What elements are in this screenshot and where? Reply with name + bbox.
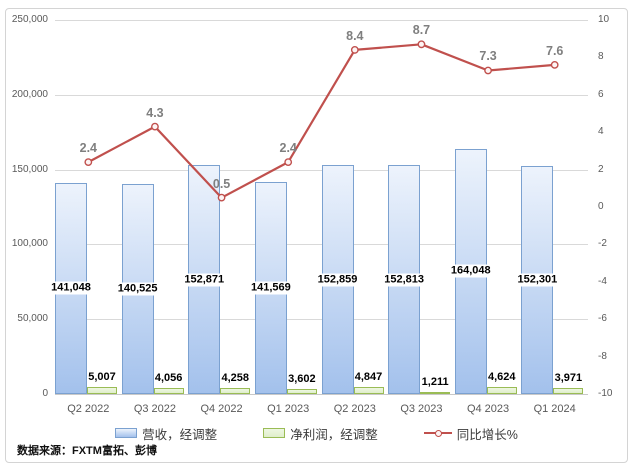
growth-line-chart: [84, 40, 559, 202]
plot-area: 141,048 5,007 140,525 4,056 152,871 4,258 141,…: [50, 20, 588, 395]
growth-marker-icon: [417, 40, 426, 49]
profit-value-label: 3,602: [287, 372, 317, 386]
category-label: Q2 2022: [67, 403, 110, 415]
profit-bar: [353, 386, 384, 394]
right-axis-tick-label: 10: [598, 14, 610, 25]
profit-value-label: 4,624: [486, 371, 517, 385]
growth-value-label: 4.3: [146, 105, 164, 120]
right-axis-tick-label: 0: [598, 201, 604, 212]
gridline: [55, 394, 588, 395]
profit-value-label: 4,847: [353, 370, 384, 384]
profit-value-label: 4,258: [220, 371, 251, 385]
category-label: Q1 2024: [533, 403, 576, 415]
revenue-value-label: 152,871: [183, 273, 226, 287]
right-axis-tick-label: -4: [598, 275, 607, 287]
category-label: Q4 2022: [200, 403, 243, 415]
category-label: Q4 2023: [466, 403, 510, 415]
left-axis-tick-label: 100,000: [11, 238, 48, 250]
profit-bar: [553, 388, 584, 394]
legend-item-profit: 净利润，经调整: [263, 424, 378, 443]
revenue-value-label: 152,859: [316, 273, 359, 287]
legend-label-growth: 同比增长%: [456, 427, 518, 442]
chart-frame: 250,000 200,000 150,000 100,000 50,000 0 141,…: [5, 8, 628, 463]
revenue-value-label: 141,048: [50, 281, 92, 295]
profit-value-label: 3,971: [553, 372, 584, 386]
legend-label-profit: 净利润，经调整: [290, 427, 378, 442]
revenue-value-label: 164,048: [449, 264, 492, 278]
growth-value-label: 2.4: [79, 141, 98, 156]
legend: 营收，经调整 净利润，经调整 同比增长%: [6, 424, 627, 442]
category-label: Q3 2023: [400, 403, 443, 415]
left-axis-tick-label: 200,000: [11, 88, 48, 100]
revenue-value-label: 152,301: [516, 273, 559, 287]
growth-line-swatch-icon: [423, 428, 452, 438]
right-axis-tick-label: 4: [598, 126, 604, 138]
gridline: [55, 20, 588, 21]
legend-item-growth: 同比增长%: [423, 424, 518, 443]
left-value-axis: 250,000 200,000 150,000 100,000 50,000 0: [6, 14, 48, 399]
profit-value-label: 1,211: [420, 376, 450, 389]
growth-value-label: 7.6: [545, 43, 564, 58]
growth-value-label: 2.4: [279, 141, 297, 156]
profit-bar: [220, 387, 251, 394]
category-label: Q1 2023: [267, 403, 310, 415]
left-axis-tick-label: 250,000: [11, 14, 48, 25]
right-axis-tick-label: 2: [598, 163, 604, 175]
growth-value-label: 7.3: [479, 49, 497, 64]
revenue-bar-swatch-icon: [115, 428, 138, 438]
growth-marker-icon: [350, 46, 359, 54]
growth-marker-icon: [217, 193, 226, 202]
left-axis-tick-label: 50,000: [17, 313, 48, 325]
profit-bar: [153, 387, 184, 394]
profit-bar: [486, 387, 517, 394]
growth-line: [87, 43, 555, 199]
right-axis-tick-label: 6: [598, 88, 604, 100]
growth-marker-icon: [151, 122, 159, 131]
left-axis-tick-label: 0: [42, 388, 48, 399]
growth-value-label: 8.4: [346, 28, 364, 43]
profit-bar-swatch-icon: [263, 428, 286, 438]
growth-value-label: 0.5: [212, 176, 231, 191]
growth-marker-icon: [84, 158, 93, 167]
profit-bar: [87, 386, 117, 394]
growth-marker-icon: [284, 158, 293, 167]
profit-bar: [286, 388, 317, 394]
profit-value-label: 5,007: [87, 370, 117, 384]
growth-value-label: 8.7: [412, 23, 431, 38]
category-label: Q3 2022: [133, 403, 177, 415]
right-axis-tick-label: -2: [598, 238, 607, 250]
profit-value-label: 4,056: [153, 371, 184, 385]
data-source-note: 数据来源：FXTM富拓、彭博: [17, 445, 157, 457]
profit-bar: [420, 392, 451, 394]
gridline: [55, 94, 588, 96]
category-axis: Q2 2022 Q3 2022 Q4 2022 Q1 2023 Q2 2023 Q3 20…: [55, 403, 588, 419]
revenue-value-label: 141,569: [249, 281, 292, 295]
right-axis-tick-label: -8: [598, 350, 607, 362]
legend-label-revenue: 营收，经调整: [142, 427, 218, 442]
growth-marker-icon: [550, 60, 559, 69]
legend-item-revenue: 营收，经调整: [115, 424, 217, 443]
growth-marker-icon: [484, 66, 492, 75]
right-axis-tick-label: -10: [598, 388, 613, 399]
right-percent-axis: 10 8 6 4 2 0 -2 -4 -6 -8 -10: [598, 14, 626, 399]
right-axis-tick-label: -6: [598, 313, 607, 325]
right-axis-tick-label: 8: [598, 51, 604, 63]
category-label: Q2 2023: [333, 403, 376, 415]
revenue-value-label: 152,813: [383, 273, 426, 287]
revenue-value-label: 140,525: [116, 282, 159, 296]
left-axis-tick-label: 150,000: [11, 163, 48, 175]
